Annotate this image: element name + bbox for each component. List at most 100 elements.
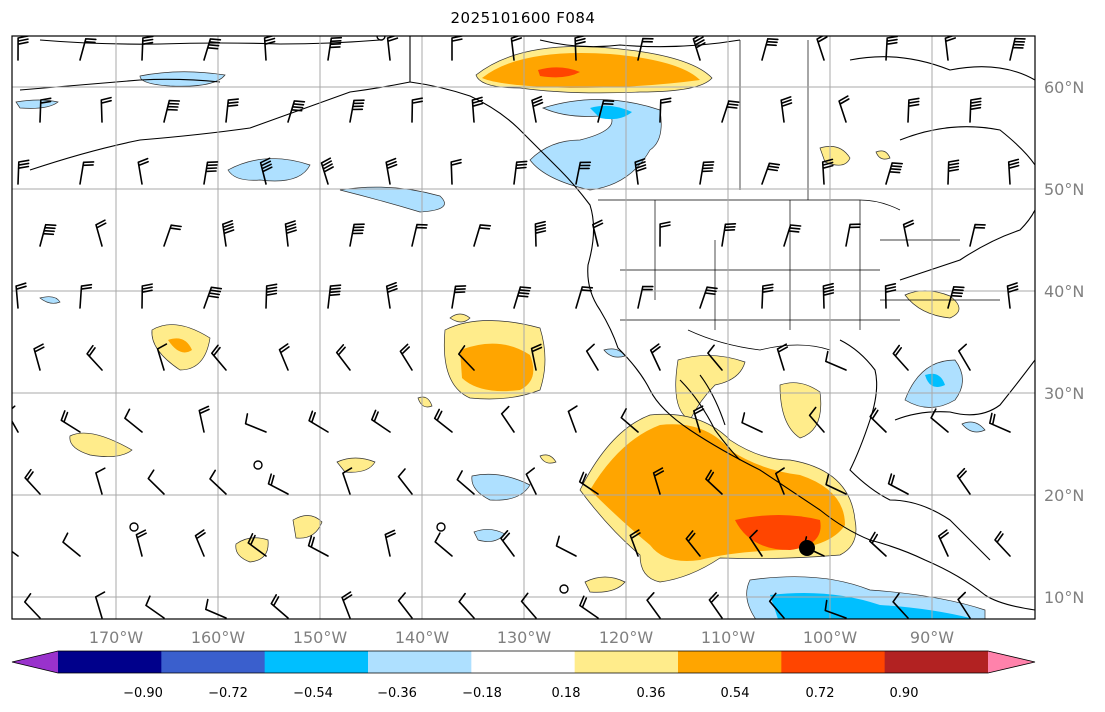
- wind-barb: [24, 468, 41, 495]
- wind-barb: [768, 592, 785, 619]
- wind-barb: [163, 99, 181, 123]
- wind-barb: [94, 591, 106, 619]
- wind-barb: [263, 36, 276, 61]
- wind-barb: [327, 36, 343, 61]
- wind-barb: [24, 593, 41, 619]
- wind-barb: [209, 469, 227, 495]
- map-border: [11, 35, 1036, 620]
- wind-barb: [433, 408, 453, 433]
- wind-barb: [659, 97, 672, 123]
- wind-barb: [783, 224, 802, 247]
- map-title: 2025101600 F084: [450, 9, 596, 27]
- wind-barb: [761, 283, 774, 309]
- wind-barb: [825, 474, 847, 495]
- wind-barb: [629, 529, 641, 557]
- wind-barb: [307, 535, 329, 557]
- wind-barb: [705, 469, 723, 495]
- wind-barb: [579, 595, 599, 619]
- colorbar-tick-label: 0.54: [721, 686, 750, 701]
- colorbar-tick-label: 0.72: [806, 686, 835, 701]
- wind-barb: [203, 38, 222, 61]
- wind-barb: [371, 409, 391, 433]
- longitude-label: 110°W: [701, 628, 756, 647]
- colorbar-tick-label: −0.72: [208, 686, 248, 701]
- wind-barb: [741, 412, 763, 433]
- wind-barb: [198, 405, 210, 433]
- longitude-label: 140°W: [395, 628, 450, 647]
- wind-barb: [270, 594, 289, 619]
- wind-barb: [947, 286, 965, 309]
- wind-barb: [86, 344, 103, 371]
- latitude-label: 30°N: [1044, 384, 1084, 403]
- wind-barb: [141, 36, 154, 61]
- wind-barb: [646, 592, 661, 619]
- wind-barbs: [12, 36, 1026, 619]
- wind-barb: [869, 531, 887, 557]
- wind-barb: [685, 530, 701, 557]
- wind-barb: [79, 38, 97, 61]
- wind-barb: [397, 592, 413, 619]
- wind-barb: [885, 162, 903, 185]
- wind-barb: [1006, 282, 1019, 309]
- wind-barb: [531, 95, 544, 123]
- wind-barb: [211, 344, 227, 371]
- wind-barb: [203, 161, 219, 185]
- wind-barb: [721, 100, 740, 123]
- wind-barb: [634, 158, 647, 185]
- wind-barb: [456, 470, 475, 495]
- wind-barb: [513, 286, 532, 309]
- colorbar-tick-label: −0.18: [462, 686, 502, 701]
- wind-barb: [708, 591, 723, 619]
- wind-barb: [707, 344, 723, 371]
- colorbar-swatch: [678, 651, 782, 673]
- wind-barb: [384, 529, 396, 557]
- wind-barb: [567, 405, 578, 433]
- wind-barb: [278, 343, 290, 371]
- wind-barb: [775, 467, 785, 495]
- colorbar-swatch: [471, 651, 576, 673]
- wind-barb: [327, 284, 342, 309]
- wind-barb: [62, 532, 81, 557]
- wind-barb: [287, 100, 306, 123]
- wind-barb: [411, 97, 423, 123]
- wind-barb: [284, 220, 297, 247]
- wind-barb: [163, 224, 182, 247]
- wind-barb: [749, 529, 763, 557]
- wind-barb: [79, 161, 95, 185]
- wind-barb: [907, 97, 920, 123]
- wind-barb: [761, 38, 779, 61]
- wind-barb: [500, 530, 515, 557]
- wind-barb: [399, 343, 413, 371]
- wind-barb: [320, 157, 334, 185]
- wind-barb: [147, 469, 165, 495]
- wind-barb: [930, 408, 949, 433]
- wind-barb: [761, 162, 781, 185]
- wind-barb: [145, 595, 165, 619]
- wind-barb: [349, 223, 365, 247]
- colorbar-tick-label: 0.90: [890, 686, 919, 701]
- latitude-label: 50°N: [1044, 180, 1084, 199]
- wind-barb: [156, 343, 168, 371]
- wind-barb: [637, 285, 654, 309]
- wind-barb: [17, 159, 30, 185]
- wind-barb: [721, 223, 737, 247]
- wind-barb: [780, 96, 793, 123]
- wind-barb: [341, 591, 353, 619]
- wind-barb: [12, 550, 19, 557]
- anomaly-shading: [15, 46, 986, 619]
- longitude-axis: 170°W 160°W 150°W 140°W 130°W 120°W 110°…: [89, 628, 954, 647]
- wind-barb: [141, 283, 153, 309]
- longitude-label: 150°W: [293, 628, 348, 647]
- wind-barb: [585, 343, 599, 371]
- wind-barb: [60, 410, 81, 433]
- wind-barb: [342, 467, 353, 495]
- wind-barb: [33, 343, 45, 371]
- wind-barb: [530, 343, 543, 371]
- wind-barb: [335, 344, 351, 371]
- wind-barb: [649, 343, 661, 371]
- latitude-label: 60°N: [1044, 78, 1084, 97]
- political-borders: [598, 40, 1000, 351]
- wind-barb: [100, 96, 112, 123]
- wind-barb: [95, 467, 106, 495]
